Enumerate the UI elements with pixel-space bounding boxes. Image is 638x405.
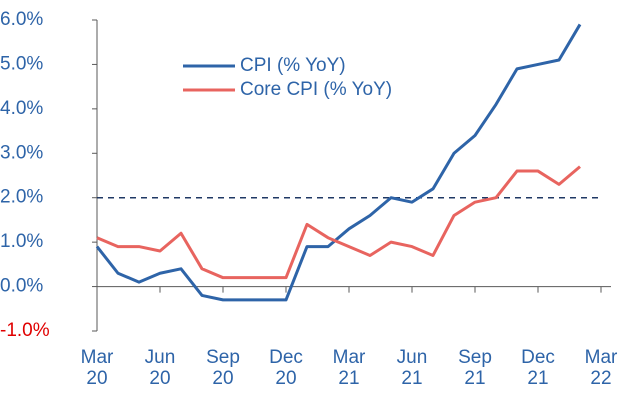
x-tick-label: Dec 20 xyxy=(269,347,303,389)
series-line xyxy=(95,23,582,302)
y-tick-label: 0.0% xyxy=(0,276,43,297)
x-tick-label: Dec 21 xyxy=(521,347,555,389)
y-tick-label: 5.0% xyxy=(0,53,43,74)
y-tick-label: 6.0% xyxy=(0,9,43,30)
legend-label: Core CPI (% YoY) xyxy=(240,79,392,100)
x-tick-label: Jun 20 xyxy=(144,347,176,389)
y-tick-label: 4.0% xyxy=(0,98,43,119)
y-tick-label: 2.0% xyxy=(0,187,43,208)
y-tick-label: 1.0% xyxy=(0,231,43,252)
y-tick-label: 3.0% xyxy=(0,142,43,163)
x-tick-label: Jun 21 xyxy=(396,347,428,389)
legend-label: CPI (% YoY) xyxy=(240,55,346,76)
y-tick-label: -1.0% xyxy=(0,320,50,341)
x-tick-label: Mar 21 xyxy=(332,347,366,389)
x-tick-label: Sep 20 xyxy=(206,347,240,389)
x-tick-label: Sep 21 xyxy=(458,347,492,389)
series-line xyxy=(96,165,581,280)
x-tick-label: Mar 20 xyxy=(80,347,114,389)
x-tick-label: Mar 22 xyxy=(584,347,618,389)
